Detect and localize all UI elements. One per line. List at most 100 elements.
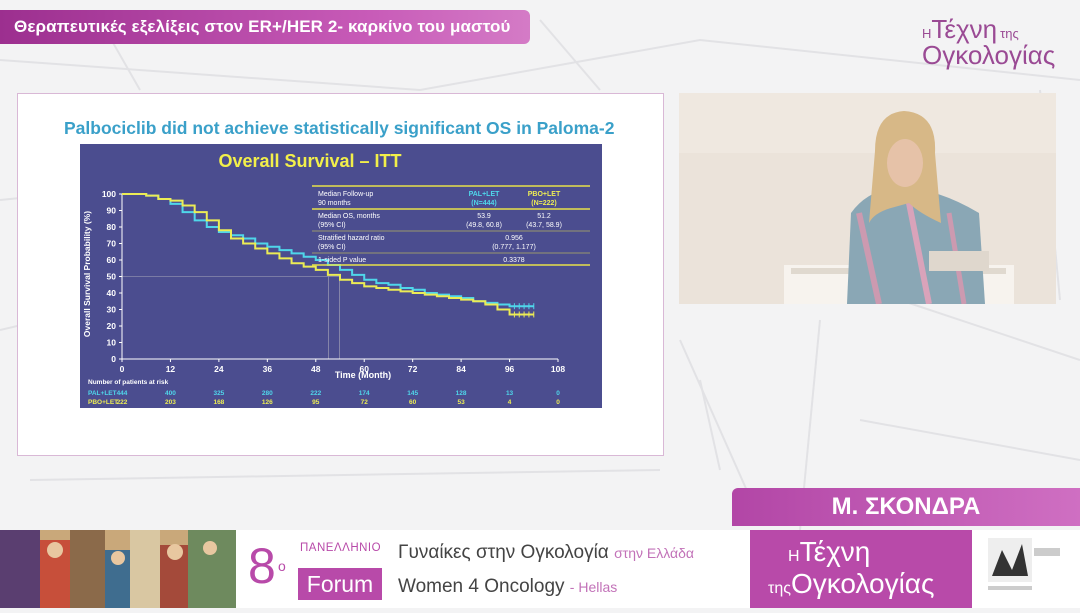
footer-line1: Γυναίκες στην Ογκολογία xyxy=(398,542,609,563)
footer-logo-word1: Τέχνη xyxy=(799,536,871,567)
at-risk-value: 400 xyxy=(165,390,176,397)
y-tick-label: 80 xyxy=(107,222,117,232)
at-risk-value: 72 xyxy=(361,399,369,406)
footer-sponsor-badge xyxy=(972,530,1080,608)
logo-word1: Τέχνη xyxy=(931,14,998,44)
at-risk-value: 0 xyxy=(556,399,560,406)
y-tick-label: 20 xyxy=(107,321,117,331)
forum-pan: ΠΑΝΕΛΛΗΝΙΟ xyxy=(300,542,382,554)
at-risk-value: 145 xyxy=(407,390,418,397)
presentation-slide: Palbociclib did not achieve statisticall… xyxy=(17,93,664,456)
speaker-video-frame xyxy=(679,93,1056,304)
table-col1-name: PAL+LET xyxy=(469,191,501,198)
speaker-name: Μ. ΣΚΟΝΔΡΑ xyxy=(831,493,981,520)
table-row-sub: (95% CI) xyxy=(318,222,346,229)
footer-text: Γυναίκες στην Ογκολογία στην Ελλάδα Wome… xyxy=(396,530,746,608)
series-line-pbo-let xyxy=(122,193,534,316)
chart-title: Overall Survival – ITT xyxy=(218,151,401,171)
x-axis-label: Time (Month) xyxy=(335,370,391,380)
footer-artwork xyxy=(0,530,236,608)
table-row-merged: 0.956 xyxy=(505,235,523,242)
table-header-sub: 90 months xyxy=(318,200,351,207)
at-risk-value: 325 xyxy=(213,390,224,397)
x-tick-label: 84 xyxy=(456,364,466,374)
table-row-sub: (95% CI) xyxy=(318,244,346,251)
x-tick-label: 24 xyxy=(214,364,224,374)
forum-logo: 8 ο ΠΑΝΕΛΛΗΝΙΟ Forum xyxy=(236,530,386,608)
footer-logo-h: Η xyxy=(788,548,800,565)
at-risk-value: 126 xyxy=(262,399,273,406)
footer-art-logo: ΗΤέχνη τηςΟγκολογίας xyxy=(750,530,972,608)
at-risk-value: 4 xyxy=(508,399,512,406)
title-banner: Θεραπευτικές εξελίξεις στον ER+/HER 2- κ… xyxy=(0,10,530,44)
overall-survival-chart: Overall Survival – ITT Overall Survival … xyxy=(80,144,602,408)
stats-table: Median Follow-up 90 months PAL+LET (N=444) P… xyxy=(312,185,590,266)
y-tick-label: 30 xyxy=(107,305,117,315)
footer-line2b: - Hellas xyxy=(569,579,618,595)
x-tick-label: 48 xyxy=(311,364,321,374)
y-tick-label: 40 xyxy=(107,288,117,298)
footer-banner: 8 ο ΠΑΝΕΛΛΗΝΙΟ Forum Γυναίκες στην Ογκολ… xyxy=(0,530,1080,608)
at-risk-value: 222 xyxy=(117,399,128,406)
logo-word2: της xyxy=(1000,26,1019,41)
at-risk-value: 60 xyxy=(409,399,417,406)
at-risk-label: Number of patients at risk xyxy=(88,379,169,386)
at-risk-value: 13 xyxy=(506,390,514,397)
x-tick-label: 108 xyxy=(551,364,565,374)
forum-box: Forum xyxy=(298,568,382,600)
x-tick-label: 0 xyxy=(120,364,125,374)
y-axis-label: Overall Survival Probability (%) xyxy=(82,211,92,337)
at-risk-value: 95 xyxy=(312,399,320,406)
logo-h: Η xyxy=(922,26,932,41)
table-row-v1: 53.9 xyxy=(477,213,491,220)
at-risk-row-name: PAL+LET xyxy=(88,390,117,397)
y-tick-label: 70 xyxy=(107,239,117,249)
at-risk-value: 203 xyxy=(165,399,176,406)
speaker-video xyxy=(679,93,1056,304)
table-row-label: 1-sided P value xyxy=(318,257,366,264)
y-tick-label: 100 xyxy=(102,189,116,199)
table-header-label: Median Follow-up xyxy=(318,191,373,198)
at-risk-value: 53 xyxy=(457,399,465,406)
km-chart-svg: Overall Survival – ITT Overall Survival … xyxy=(82,151,590,406)
y-tick-label: 60 xyxy=(107,255,117,265)
at-risk-value: 280 xyxy=(262,390,273,397)
speaker-name-banner: Μ. ΣΚΟΝΔΡΑ xyxy=(732,488,1080,526)
at-risk-table: Number of patients at risk PAL+LET 444 400 3… xyxy=(88,379,560,406)
footer-logo-word3: Ογκολογίας xyxy=(790,568,935,599)
footer-line2: Women 4 Oncology xyxy=(398,576,565,597)
forum-ordinal: ο xyxy=(278,558,286,574)
at-risk-value: 128 xyxy=(456,390,467,397)
table-row-v2: 51.2 xyxy=(537,213,551,220)
table-row-v1-sub: (49.8, 60.8) xyxy=(466,222,502,229)
x-tick-label: 72 xyxy=(408,364,418,374)
x-tick-label: 12 xyxy=(166,364,176,374)
y-tick-label: 90 xyxy=(107,206,117,216)
x-tick-label: 96 xyxy=(505,364,515,374)
x-tick-label: 36 xyxy=(263,364,273,374)
table-col2-name: PBO+LET xyxy=(528,191,561,198)
art-of-oncology-logo: ΗΤέχνη της Ογκολογίας xyxy=(918,14,1073,74)
at-risk-value: 174 xyxy=(359,390,370,397)
forum-number: 8 xyxy=(248,538,276,594)
y-tick-label: 50 xyxy=(107,272,117,282)
footer-logo-word2: της xyxy=(768,580,791,597)
at-risk-row-name: PBO+LET xyxy=(88,399,118,406)
table-row-v2-sub: (43.7, 58.9) xyxy=(526,222,562,229)
y-tick-label: 10 xyxy=(107,338,117,348)
footer-line1b: στην Ελλάδα xyxy=(614,545,695,561)
logo-word3: Ογκολογίας xyxy=(922,40,1056,70)
series-line-pal-let xyxy=(122,193,534,308)
banner-title: Θεραπευτικές εξελίξεις στον ER+/HER 2- κ… xyxy=(14,17,511,36)
table-row-merged-sub: (0.777, 1.177) xyxy=(492,244,536,251)
at-risk-value: 444 xyxy=(117,390,128,397)
table-col2-n: (N=222) xyxy=(531,200,556,207)
at-risk-value: 168 xyxy=(213,399,224,406)
x-tick-label: 60 xyxy=(359,364,369,374)
at-risk-value: 222 xyxy=(310,390,321,397)
y-tick-label: 0 xyxy=(111,354,116,364)
table-row-label: Stratified hazard ratio xyxy=(318,235,385,242)
table-row-label: Median OS, months xyxy=(318,213,380,220)
table-row-merged: 0.3378 xyxy=(503,257,525,264)
slide-title: Palbociclib did not achieve statisticall… xyxy=(64,118,615,138)
